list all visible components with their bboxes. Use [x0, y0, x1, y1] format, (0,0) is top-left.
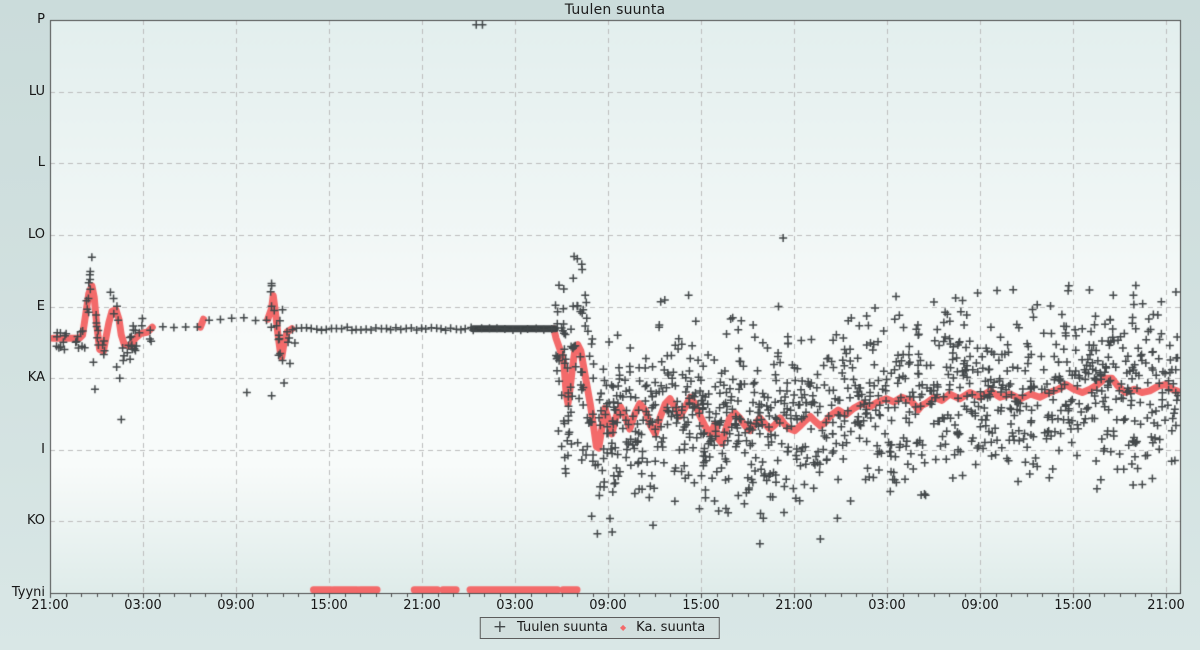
- x-axis-label-6: 09:00: [589, 598, 627, 613]
- diamond-marker-icon: ◆: [619, 622, 627, 632]
- y-axis-label-lu: LU: [28, 83, 45, 99]
- y-axis-label-i: I: [41, 441, 45, 457]
- x-axis-label-12: 21:00: [1147, 598, 1185, 613]
- legend-item-average-direction: ◆ Ka. suunta: [620, 620, 705, 635]
- chart-title: Tuulen suunta: [564, 2, 666, 18]
- y-axis-label-lo: LO: [27, 226, 45, 242]
- y-axis-label-tyyni: Tyyni: [11, 585, 45, 600]
- x-axis-label-4: 21:00: [403, 598, 441, 613]
- x-axis-label-1: 03:00: [124, 598, 162, 613]
- x-axis-label-0: 21:00: [31, 598, 69, 613]
- x-axis-label-8: 21:00: [775, 598, 813, 613]
- legend: + Tuulen suunta ◆ Ka. suunta: [479, 616, 721, 639]
- x-axis-label-10: 09:00: [961, 598, 999, 613]
- x-axis-label-2: 09:00: [217, 598, 255, 613]
- y-axis-label-ka: KA: [27, 370, 45, 386]
- x-axis-label-11: 15:00: [1054, 598, 1092, 613]
- x-axis-label-3: 15:00: [310, 598, 348, 613]
- x-axis-label-7: 15:00: [682, 598, 720, 613]
- legend-label-average-direction: Ka. suunta: [636, 620, 706, 635]
- x-axis-label-9: 03:00: [868, 598, 906, 613]
- y-axis-label-l: L: [37, 155, 45, 171]
- y-axis-label-p: P: [37, 12, 45, 27]
- x-axis-label-5: 03:00: [496, 598, 534, 613]
- y-axis-label-ko: KO: [26, 513, 45, 529]
- y-axis-label-e: E: [36, 298, 45, 314]
- legend-label-wind-direction: Tuulen suunta: [517, 620, 608, 635]
- plus-marker-icon: +: [492, 616, 508, 637]
- legend-item-wind-direction: + Tuulen suunta: [492, 616, 608, 637]
